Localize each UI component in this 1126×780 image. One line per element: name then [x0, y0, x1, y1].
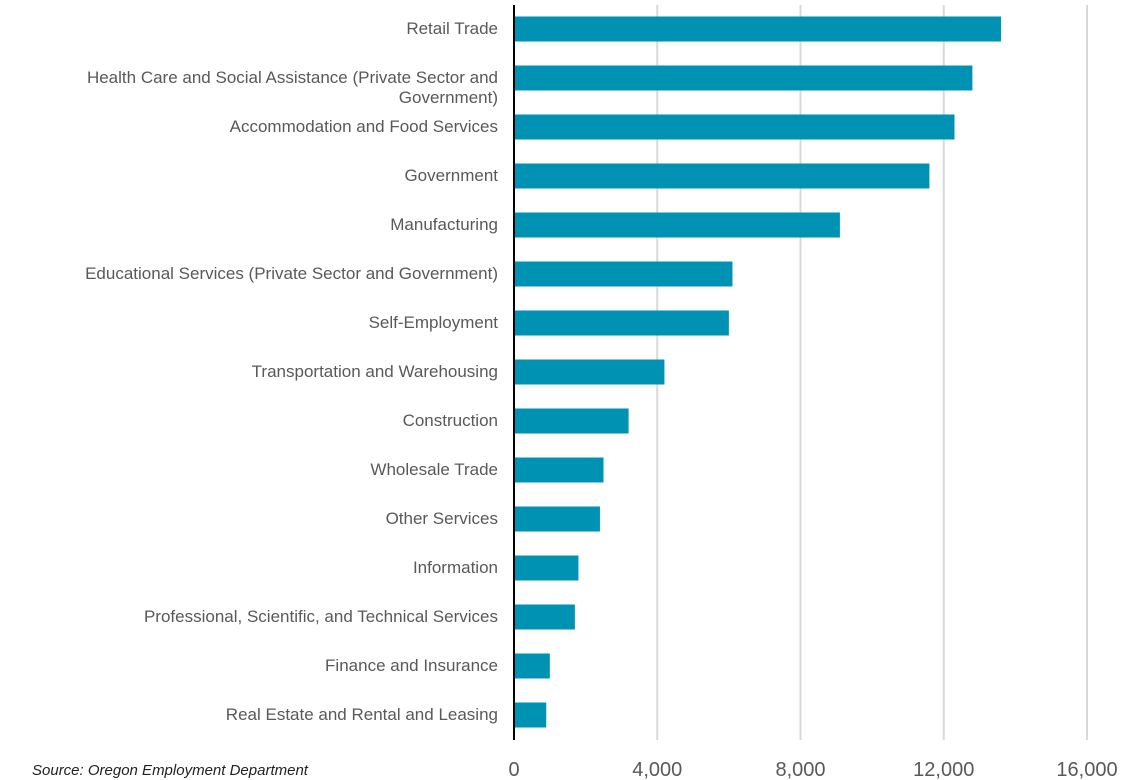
bar — [514, 457, 604, 483]
bar — [514, 16, 1002, 42]
bar — [514, 653, 550, 679]
bar — [514, 212, 840, 238]
y-tick-label: Government — [404, 166, 498, 185]
bar — [514, 408, 629, 434]
x-tick-label: 0 — [508, 759, 519, 780]
source-note: Source: Oregon Employment Department — [32, 762, 308, 779]
bar — [514, 604, 575, 630]
y-tick-label: Accommodation and Food Services — [229, 117, 498, 136]
bar — [514, 310, 729, 336]
y-tick-label: Health Care and Social Assistance (Priva… — [86, 68, 498, 107]
y-tick-label: Transportation and Warehousing — [251, 362, 498, 381]
y-tick-label: Construction — [402, 411, 498, 430]
bar — [514, 702, 547, 728]
y-tick-label: Other Services — [385, 509, 498, 528]
y-tick-label: Self-Employment — [368, 313, 498, 332]
y-tick-label: Professional, Scientific, and Technical … — [143, 607, 498, 626]
y-tick-label: Real Estate and Rental and Leasing — [225, 705, 498, 724]
y-tick-label: Information — [412, 558, 498, 577]
bar — [514, 359, 665, 385]
y-tick-label: Wholesale Trade — [370, 460, 498, 479]
x-tick-label: 4,000 — [632, 759, 682, 780]
bar — [514, 555, 579, 581]
y-tick-label: Manufacturing — [390, 215, 498, 234]
y-tick-label: Finance and Insurance — [325, 656, 498, 675]
y-tick-label: Educational Services (Private Sector and… — [85, 264, 498, 283]
bar — [514, 261, 733, 287]
bar — [514, 65, 973, 91]
bar — [514, 114, 955, 140]
x-tick-label: 12,000 — [913, 759, 974, 780]
y-tick-label: Retail Trade — [406, 19, 498, 38]
bar — [514, 163, 930, 189]
bar — [514, 506, 600, 532]
x-tick-label: 8,000 — [775, 759, 825, 780]
x-tick-label: 16,000 — [1056, 759, 1117, 780]
